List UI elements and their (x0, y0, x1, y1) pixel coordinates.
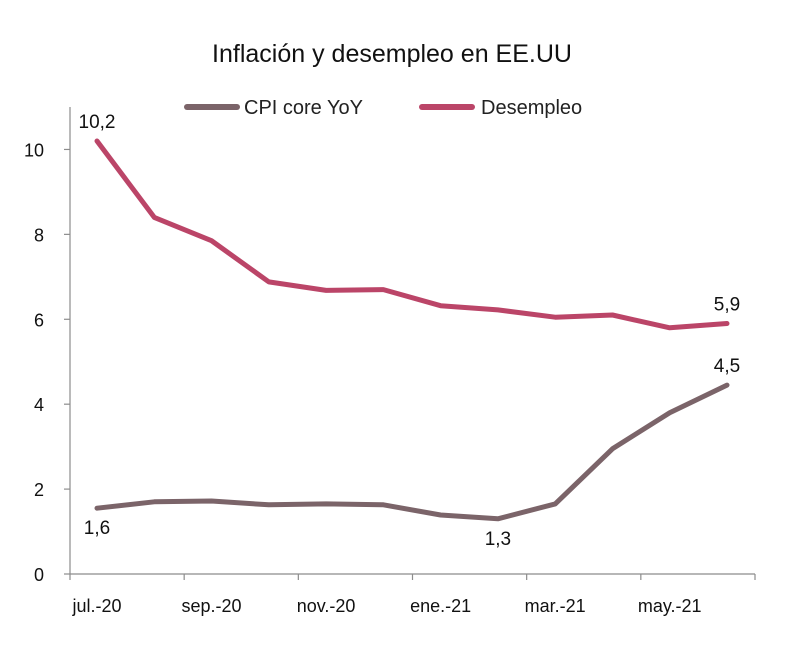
data-label-desempleo: 10,2 (79, 112, 116, 133)
x-tick-label: sep.-20 (182, 596, 242, 616)
data-label-cpi-core-yoy: 1,6 (84, 518, 110, 539)
x-tick-label: mar.-21 (525, 596, 586, 616)
data-labels: 1,6 1,3 4,5 10,2 5,9 (79, 112, 741, 550)
x-tick-label: ene.-21 (410, 596, 471, 616)
chart-title: Inflación y desempleo en EE.UU (212, 40, 572, 68)
series-line-cpi-core-yoy (94, 382, 730, 522)
y-tick-label: 2 (34, 480, 44, 500)
series-lines (94, 138, 730, 522)
x-axis-ticks: jul.-20 sep.-20 nov.-20 ene.-21 mar.-21 may.-… (69, 574, 756, 616)
x-tick-label: jul.-20 (71, 596, 121, 616)
x-tick-label: may.-21 (638, 596, 702, 616)
y-tick-label: 4 (34, 395, 44, 415)
legend-label: CPI core YoY (244, 97, 363, 119)
legend-item-cpi-core-yoy: CPI core YoY (184, 97, 363, 119)
legend: CPI core YoY Desempleo (184, 97, 582, 119)
y-tick-label: 8 (34, 225, 44, 245)
data-label-cpi-core-yoy: 1,3 (485, 529, 511, 550)
legend-item-desempleo: Desempleo (419, 97, 582, 119)
y-tick-label: 10 (24, 140, 44, 160)
series-line-desempleo (94, 138, 730, 331)
y-axis-ticks: 0 2 4 6 8 10 (24, 140, 70, 585)
x-tick-label: nov.-20 (297, 596, 356, 616)
data-label-desempleo: 5,9 (714, 295, 740, 316)
y-tick-label: 0 (34, 565, 44, 585)
y-tick-label: 6 (34, 310, 44, 330)
legend-label: Desempleo (481, 97, 582, 119)
data-label-cpi-core-yoy: 4,5 (714, 356, 740, 377)
